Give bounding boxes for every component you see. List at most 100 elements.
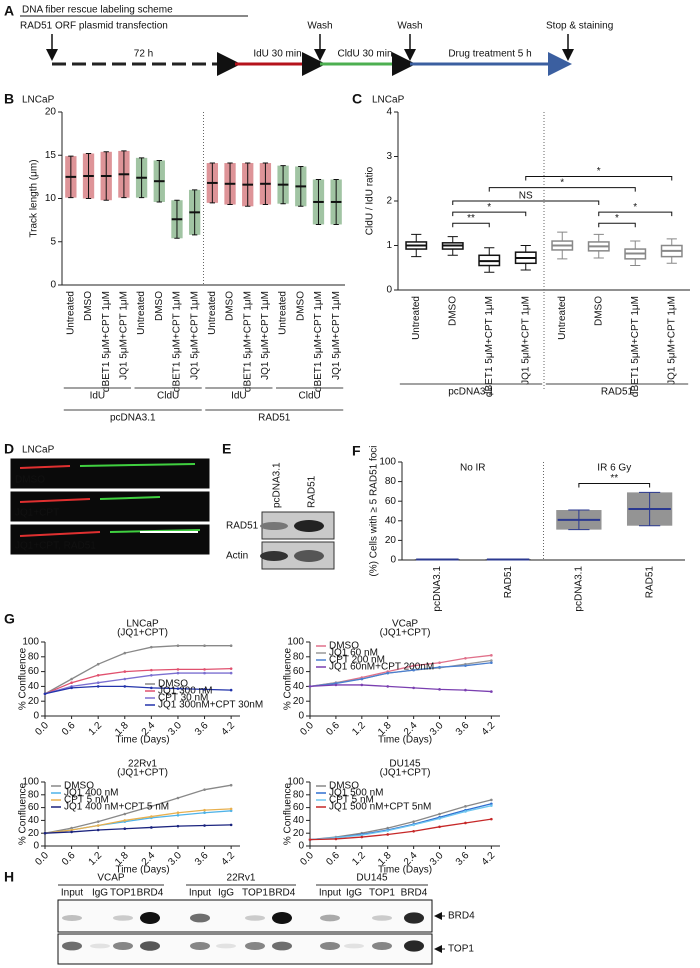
point — [123, 670, 127, 673]
y-tick-label: 60 — [28, 666, 40, 677]
point — [96, 685, 100, 688]
point — [464, 656, 467, 660]
blot-label: Actin — [226, 551, 248, 562]
y-tick-label: 0 — [33, 711, 39, 722]
point — [334, 837, 338, 841]
band — [113, 915, 133, 921]
y-tick-label: 40 — [385, 515, 397, 526]
point — [123, 677, 127, 681]
band — [260, 522, 288, 530]
point — [96, 820, 100, 823]
point — [176, 687, 180, 690]
y-tick-label: 60 — [293, 802, 305, 813]
whisker — [630, 240, 641, 267]
point — [464, 688, 467, 692]
lane-label: pcDNA3.1 — [272, 462, 283, 508]
band — [272, 912, 292, 924]
point — [70, 828, 73, 832]
fiber-red — [19, 498, 91, 503]
legend-label: JQ1 400 nM+CPT 5 nM — [64, 802, 169, 813]
x-tick-label: 0.0 — [298, 850, 316, 868]
series-line — [309, 805, 492, 841]
y-tick-label: 80 — [385, 476, 397, 487]
band — [320, 942, 340, 950]
group-label: 22Rv1 — [227, 873, 256, 884]
whisker — [520, 245, 531, 271]
x-tick-label: 4.2 — [480, 850, 498, 868]
lane-label: RAD51 — [307, 475, 318, 508]
legend-label: JQ1 300 nM — [158, 686, 212, 697]
fiber-image — [9, 457, 211, 490]
band — [113, 942, 133, 950]
point — [229, 671, 233, 675]
point — [360, 835, 364, 839]
legend-label: CPT 200 nM — [329, 655, 385, 666]
point — [490, 659, 493, 662]
x-tick-label: DMSO — [83, 291, 94, 321]
panel-label: B — [4, 91, 14, 107]
y-axis-label: % Confluence — [283, 647, 294, 710]
band — [245, 915, 265, 921]
y-tick-label: 1 — [386, 240, 392, 251]
point — [203, 808, 206, 812]
point — [490, 804, 493, 807]
x-tick-label: dBET1 5μM+CPT 1μM — [313, 291, 324, 392]
x-tick-label: 3.6 — [454, 720, 472, 738]
x-tick-label: 4.2 — [220, 720, 238, 738]
y-tick-label: 40 — [293, 815, 305, 826]
point — [96, 828, 100, 832]
band — [140, 912, 160, 924]
significance-label: * — [560, 177, 564, 188]
x-tick-label: Untreated — [65, 291, 76, 335]
band — [62, 941, 82, 951]
lane-label: TOP1 — [369, 888, 395, 899]
x-tick-label: pcDNA3.1 — [432, 566, 443, 612]
band — [372, 942, 392, 950]
legend-label: CPT 5 nM — [329, 795, 374, 806]
x-tick-label: 3.6 — [193, 720, 211, 738]
x-tick-label: RAD51 — [503, 566, 514, 599]
series-line — [44, 672, 232, 695]
point — [229, 809, 233, 813]
y-tick-label: 80 — [28, 789, 40, 800]
point — [490, 661, 493, 665]
point — [229, 644, 233, 647]
group-label: CldU — [299, 391, 321, 402]
y-tick-label: 20 — [293, 828, 305, 839]
scheme-title: DNA fiber rescue labeling scheme — [22, 5, 173, 16]
y-tick-label: 60 — [28, 802, 40, 813]
lane-label: BRD4 — [269, 888, 296, 899]
series-line — [44, 667, 232, 695]
y-axis-label: % Confluence — [18, 647, 29, 710]
y-tick-label: 80 — [28, 651, 40, 662]
point — [123, 819, 127, 822]
band — [190, 913, 210, 923]
point — [438, 817, 441, 820]
point — [464, 664, 467, 667]
significance-bracket — [525, 176, 673, 181]
legend-label: DMSO — [329, 781, 359, 792]
significance-label: NS — [519, 191, 533, 202]
point — [412, 829, 415, 833]
significance-label: * — [633, 202, 637, 213]
lane-label: Input — [189, 888, 211, 899]
whisker — [666, 238, 677, 264]
x-tick-label: RAD51 — [644, 566, 655, 599]
x-tick-label: 1.2 — [87, 720, 105, 738]
y-tick-label: 80 — [293, 651, 305, 662]
blot-label: RAD51 — [226, 521, 259, 532]
chart-title: LNCaP — [372, 95, 405, 106]
point — [150, 815, 153, 818]
point — [150, 805, 153, 808]
lane-label: TOP1 — [242, 888, 268, 899]
x-tick-label: 1.2 — [350, 720, 368, 738]
panel-label: E — [222, 441, 231, 457]
y-tick-label: 60 — [293, 666, 305, 677]
blot — [57, 899, 433, 933]
whisker — [557, 231, 568, 260]
x-axis-label: Time (Days) — [378, 735, 432, 746]
x-tick-label: dBET1 5μM+CPT 1μM — [172, 291, 183, 392]
x-tick-label: 1.2 — [350, 850, 368, 868]
whisker — [411, 233, 422, 258]
lane-label: IgG — [92, 888, 108, 899]
